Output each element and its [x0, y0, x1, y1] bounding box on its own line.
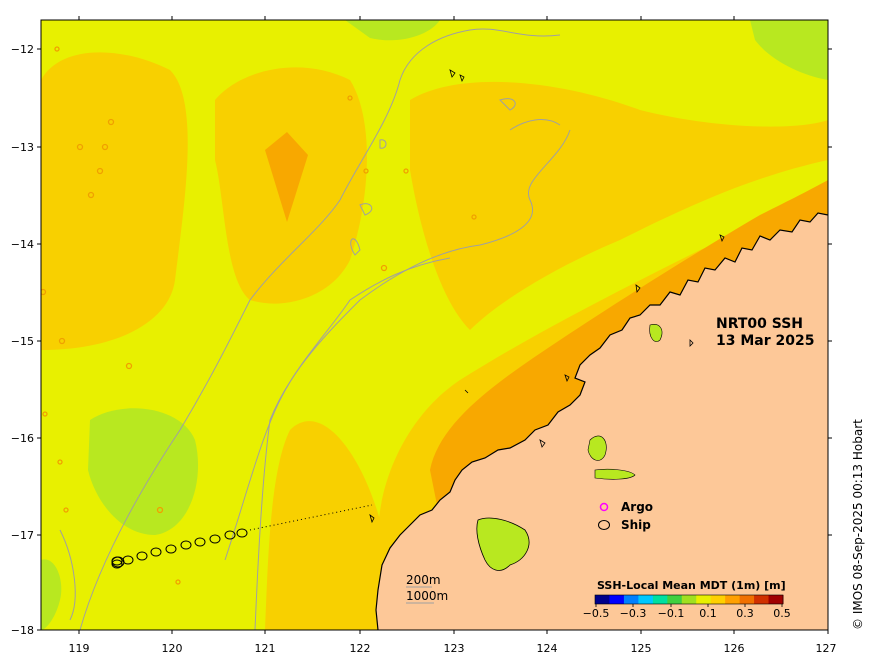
- colorbar-swatch: [638, 595, 654, 604]
- ship-track: [111, 504, 373, 569]
- coastline: [375, 212, 828, 630]
- colorbar-swatch: [609, 595, 625, 604]
- x-tick-label: 123: [444, 642, 465, 655]
- ssh-high-zone-west: [41, 52, 188, 350]
- y-tick-labels: −12 −13 −14 −15 −16 −17 −18: [11, 43, 34, 637]
- y-tick-label: −16: [11, 432, 34, 445]
- colorbar-tick-label: −0.1: [658, 607, 685, 620]
- ssh-low-zone-north: [345, 20, 440, 41]
- argo-markers: [41, 46, 477, 585]
- inlet-east: [587, 435, 607, 461]
- inlet-ne: [649, 324, 663, 342]
- y-tick-label: −13: [11, 141, 34, 154]
- y-tick-label: −12: [11, 43, 34, 56]
- x-tick-label: 122: [350, 642, 371, 655]
- symbol-legend: Argo Ship: [598, 500, 653, 532]
- colorbar-tick-label: 0.3: [736, 607, 754, 620]
- colorbar-swatch: [725, 595, 741, 604]
- colorbar-swatch: [595, 595, 610, 604]
- ssh-low-zone-sw: [41, 559, 62, 630]
- colorbar: SSH-Local Mean MDT (1m) [m] −0.5 −0.3 −0…: [583, 579, 791, 620]
- colorbar-tick-label: −0.5: [583, 607, 610, 620]
- imos-credit: © IMOS 08-Sep-2025 00:13 Hobart: [851, 419, 865, 630]
- y-tick-label: −15: [11, 335, 34, 348]
- colorbar-swatch: [739, 595, 755, 604]
- colorbar-swatch: [667, 595, 683, 604]
- x-tick-labels: 119 120 121 122 123 124 125 126 127: [69, 642, 837, 655]
- argo-legend-label: Argo: [621, 500, 653, 514]
- y-tick-label: −14: [11, 238, 34, 251]
- plot-frame: [40, 19, 829, 631]
- x-tick-label: 120: [162, 642, 183, 655]
- colorbar-swatch: [652, 595, 668, 604]
- ssh-high-zone-southwest: [265, 421, 380, 630]
- x-tick-label: 126: [724, 642, 745, 655]
- colorbar-tick-label: 0.5: [773, 607, 791, 620]
- x-tick-label: 119: [69, 642, 90, 655]
- map-plot-area: [41, 20, 828, 630]
- ship-legend-icon: [598, 520, 610, 530]
- inlet-collier: [594, 468, 636, 480]
- colorbar-swatch: [696, 595, 712, 604]
- x-axis: [78, 16, 829, 634]
- ssh-orange-core: [265, 132, 308, 222]
- colorbar-swatch: [710, 595, 726, 604]
- x-tick-label: 121: [255, 642, 276, 655]
- depth-label-200: 200m: [406, 573, 441, 587]
- colorbar-title: SSH-Local Mean MDT (1m) [m]: [597, 579, 786, 592]
- depth-legend: 200m 1000m: [406, 573, 448, 604]
- map-title-line1: NRT00 SSH: [716, 316, 803, 332]
- colorbar-swatches: [595, 595, 784, 604]
- x-tick-label: 124: [537, 642, 558, 655]
- colorbar-frame: [594, 594, 784, 605]
- depth-label-1000: 1000m: [406, 589, 448, 603]
- colorbar-swatch: [768, 595, 784, 604]
- bathymetry-contours: [59, 28, 571, 630]
- ssh-high-zone-northeast: [410, 81, 828, 331]
- y-tick-label: −17: [11, 529, 34, 542]
- colorbar-tick-label: −0.3: [620, 607, 647, 620]
- x-tick-label: 127: [816, 642, 837, 655]
- colorbar-swatch: [623, 595, 639, 604]
- y-tick-label: −18: [11, 624, 34, 637]
- ship-legend-label: Ship: [621, 518, 651, 532]
- colorbar-tick-label: 0.1: [699, 607, 717, 620]
- x-tick-label: 125: [631, 642, 652, 655]
- map-title-line2: 13 Mar 2025: [716, 333, 814, 349]
- colorbar-swatch: [681, 595, 697, 604]
- y-axis: [37, 48, 832, 631]
- colorbar-ticks: [595, 604, 783, 607]
- king-sound: [476, 517, 530, 571]
- ssh-low-zone-ne: [750, 20, 828, 80]
- colorbar-swatch: [754, 595, 770, 604]
- argo-legend-icon: [599, 502, 609, 512]
- ssh-low-zone-west: [88, 408, 199, 535]
- coastal-islands: [369, 69, 725, 524]
